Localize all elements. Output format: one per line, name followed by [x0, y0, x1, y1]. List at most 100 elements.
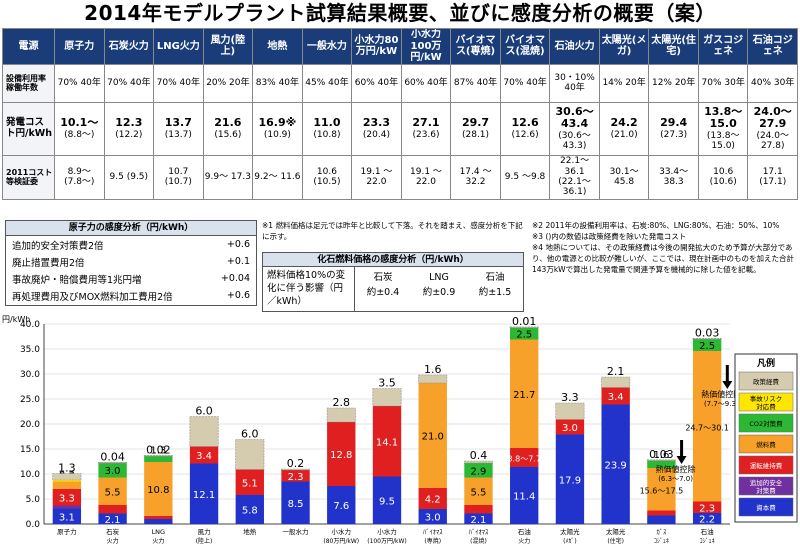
legend-swatch	[738, 392, 794, 412]
bar-segment	[327, 422, 356, 486]
column-header: LNG火力	[153, 28, 204, 65]
bar-segment	[98, 462, 127, 478]
data-label: 3.1	[59, 512, 75, 523]
note-3: ※3 ()内の数値は政策経費を除いた発電コスト	[532, 232, 687, 241]
row-label-cost: 発電コスト円/kWh	[2, 101, 55, 156]
y-tick-label: 25.0	[20, 395, 40, 405]
legend-label: 資本費	[756, 503, 776, 512]
cost-2011-cell: 8.9〜 (7.8〜)	[54, 154, 105, 200]
bar-segment	[601, 387, 630, 405]
sensitivity-label: 再処理費用及びMOX燃料加工費用2倍	[12, 291, 173, 303]
sensitivity-label: 追加的安全対策費2倍	[12, 240, 104, 252]
data-label: 3.0	[562, 423, 578, 434]
x-tick-label: (80万円/kW)	[323, 538, 359, 545]
cost-sub: (12.2)	[115, 129, 143, 140]
sensitivity-row: 廃止措置費用2倍 +0.1	[6, 253, 256, 270]
bar-segment	[647, 510, 676, 516]
cost-main: 29.7	[461, 116, 490, 129]
capacity-cell: 70% 40年	[153, 63, 204, 103]
capacity-cell: 20% 20年	[202, 63, 254, 103]
bar-segment	[692, 513, 722, 524]
cost-sub: (20.4)	[362, 129, 390, 140]
bar-segment	[143, 455, 173, 457]
y-tick-label: 35.0	[20, 345, 40, 355]
cost-cell: 16.9※ (10.9)	[252, 101, 303, 156]
data-label: 3.3	[561, 391, 579, 404]
x-tick-label: 小水力	[377, 527, 397, 536]
annotation-text: 熱価値控除	[701, 389, 741, 399]
column-header: 地熱	[252, 28, 303, 65]
capacity-cell: 70% 40年	[103, 63, 155, 103]
cost-sub: (8.8〜)	[64, 129, 95, 140]
x-tick-label: 小水力	[332, 527, 352, 536]
y-tick-label: 5.0	[26, 495, 41, 505]
legend-title: 凡例	[756, 357, 775, 369]
data-label: 2.5	[516, 329, 532, 340]
y-tick-label: 0.0	[26, 520, 41, 530]
fuel-name: LNG	[429, 272, 449, 283]
data-label: 3.0	[105, 466, 121, 477]
data-label: 8.5	[288, 499, 304, 510]
cost-2011-cell: 9.9〜 17.3	[202, 154, 254, 200]
row-label-capacity: 設備利用率稼働年数	[2, 63, 55, 103]
cost-sub: (10.9)	[263, 129, 291, 140]
data-label: 0.4	[470, 449, 488, 462]
data-label: 17.9	[559, 475, 581, 486]
bar-segment	[601, 404, 630, 524]
cost-cell: 12.3 (12.2)	[103, 101, 155, 156]
bar-segment	[52, 481, 82, 489]
legend-swatch	[738, 476, 794, 496]
sensitivity-value: +0.6	[226, 290, 250, 301]
cost-main: 16.9※	[258, 116, 297, 129]
bar-segment	[326, 407, 356, 423]
x-tick-label: ﾊﾞｲｵﾏｽ	[469, 528, 489, 536]
capacity-cell: 45% 40年	[301, 63, 353, 103]
bar-segment	[189, 416, 219, 447]
column-header: 風力(陸上)	[202, 28, 254, 65]
data-label: 21.0	[422, 432, 444, 443]
bar-segment	[98, 505, 127, 514]
cost-main: 21.6	[214, 116, 242, 129]
data-label: 2.8	[333, 396, 351, 409]
x-tick-label: (専焼)	[424, 537, 441, 545]
x-tick-label: 太陽光	[606, 527, 626, 536]
data-label: 12.8	[330, 450, 352, 461]
cost-main: 13.8〜15.0	[704, 104, 743, 131]
cost-cell: 24.2 (21.0)	[598, 101, 650, 156]
bar-segment	[144, 516, 173, 519]
cost-2011-cell: 10.6 (10.6)	[697, 154, 749, 200]
cost-cell: 13.7 (13.7)	[153, 101, 204, 156]
bar-segment	[555, 402, 585, 420]
data-label: 2.5	[699, 341, 715, 352]
legend-swatch	[738, 497, 794, 517]
cost-2011-cell: 10.7 (10.7)	[153, 154, 204, 200]
capacity-cell: 30・10% 40年	[549, 63, 600, 103]
x-tick-label: 石油	[701, 527, 714, 536]
bar-segment	[235, 469, 264, 495]
fuel-value: 約±0.9	[422, 287, 456, 298]
capacity-cell: 70% 40年	[54, 63, 105, 103]
data-label: 6.0	[195, 405, 213, 418]
data-label: 2.1	[105, 515, 121, 526]
cost-main: 10.1〜	[60, 116, 99, 129]
capacity-cell: 83% 40年	[252, 63, 303, 103]
cost-stacked-bar-chart: 円/kWh 0.0 5.0 10.0 15.0 20.0 25.0 30.0 35.0 40.0 3…	[2, 315, 798, 545]
x-tick-label: 地熱	[243, 527, 257, 536]
data-label: 21.7	[513, 390, 535, 401]
cost-sub: (27.3)	[660, 129, 688, 140]
data-label: 0.03	[695, 326, 720, 339]
data-label: 0.2	[287, 457, 305, 470]
bar-segment	[98, 462, 128, 464]
sensitivity-label: 廃止措置費用2倍	[12, 257, 85, 269]
y-tick-label: 20.0	[20, 420, 40, 430]
fuel-name: 石炭	[373, 272, 393, 283]
x-tick-label: ﾊﾞｲｵﾏｽ	[423, 528, 443, 536]
bar-segment	[555, 434, 585, 524]
note-4: ※4 地熱については、その政策経費は今後の開発拡大のため予算が大部分であり、他の…	[532, 243, 794, 274]
cost-2011-cell: 9.5 〜9.8	[499, 154, 551, 200]
fuel-sensitivity-box: 化石燃料価格の感度分析（円/kWh） 燃料価格10%の変化に伴う影響（円／kWh…	[262, 252, 524, 312]
bar-segment	[189, 463, 219, 524]
cost-main: 23.3	[362, 116, 391, 129]
x-tick-label: ｺｼﾞｪﾈ	[700, 538, 715, 545]
data-label: 7.6	[333, 501, 349, 512]
